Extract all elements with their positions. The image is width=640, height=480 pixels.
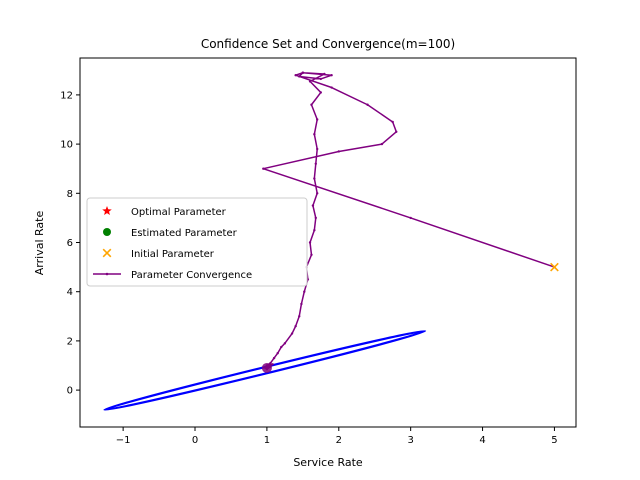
- y-tick-label: 6: [67, 238, 73, 249]
- convergence-point: [319, 77, 323, 81]
- convergence-point: [316, 147, 319, 151]
- y-axis-label: Arrival Rate: [33, 211, 46, 276]
- x-tick-label: −1: [116, 435, 131, 446]
- convergence-point: [314, 162, 317, 165]
- convergence-point: [262, 167, 265, 170]
- plot-area: [103, 71, 559, 412]
- convergence-point: [269, 361, 272, 365]
- convergence-point: [280, 345, 283, 349]
- y-tick-label: 10: [60, 140, 73, 151]
- convergence-point: [301, 71, 305, 74]
- x-tick-label: 5: [551, 435, 557, 446]
- legend-label: Optimal Parameter: [131, 207, 227, 218]
- x-axis-label: Service Rate: [293, 456, 363, 469]
- convergence-point: [316, 118, 319, 121]
- convergence-point: [313, 133, 316, 136]
- y-tick-label: 12: [60, 90, 73, 101]
- convergence-point: [330, 86, 333, 89]
- convergence-point: [316, 192, 319, 195]
- convergence-point: [276, 352, 279, 355]
- convergence-point: [298, 315, 301, 318]
- convergence-point: [308, 80, 312, 83]
- convergence-cluster: [261, 362, 272, 373]
- convergence-point: [300, 302, 303, 306]
- convergence-point: [308, 241, 312, 244]
- x-tick-label: 3: [407, 435, 413, 446]
- x-tick-label: 2: [336, 435, 342, 446]
- convergence-point: [283, 342, 287, 345]
- legend-label: Estimated Parameter: [131, 228, 238, 239]
- convergence-point: [303, 290, 306, 293]
- convergence-point: [311, 204, 315, 207]
- legend-marker-estimated: [103, 228, 111, 236]
- y-tick-label: 0: [67, 386, 73, 397]
- convergence-point: [294, 74, 297, 77]
- x-tick-label: 4: [479, 435, 485, 446]
- legend-marker-optimal: [102, 206, 112, 216]
- x-tick-label: 0: [192, 435, 198, 446]
- convergence-point: [290, 332, 294, 335]
- legend-marker-initial: [102, 248, 112, 258]
- y-tick-label: 2: [67, 336, 73, 347]
- convergence-point: [395, 130, 398, 133]
- convergence-point: [272, 356, 276, 360]
- convergence-point: [337, 150, 340, 153]
- convergence-point: [330, 74, 333, 77]
- convergence-point: [409, 216, 412, 220]
- convergence-point: [391, 120, 394, 124]
- legend: Optimal Parameter Estimated Parameter Init…: [86, 197, 308, 287]
- convergence-point: [271, 363, 274, 366]
- convergence-point: [314, 216, 317, 220]
- convergence-point: [310, 253, 313, 256]
- convergence-point: [313, 177, 316, 180]
- legend-label: Initial Parameter: [131, 249, 215, 260]
- convergence-point: [380, 142, 384, 146]
- legend-label: Parameter Convergence: [131, 270, 252, 281]
- convergence-point: [366, 103, 369, 106]
- convergence-point: [298, 75, 301, 78]
- legend-box: [86, 197, 308, 287]
- chart-title: Confidence Set and Convergence(m=100): [201, 37, 455, 51]
- x-tick-label: 1: [264, 435, 270, 446]
- y-tick-label: 4: [67, 287, 73, 298]
- convergence-point: [294, 324, 297, 328]
- convergence-point: [310, 103, 313, 106]
- convergence-point: [323, 72, 326, 76]
- convergence-point: [313, 229, 316, 232]
- convergence-point: [319, 91, 323, 94]
- y-tick-label: 8: [67, 189, 73, 200]
- initial-parameter-marker: [550, 262, 559, 272]
- legend-marker-convergence: [93, 272, 121, 276]
